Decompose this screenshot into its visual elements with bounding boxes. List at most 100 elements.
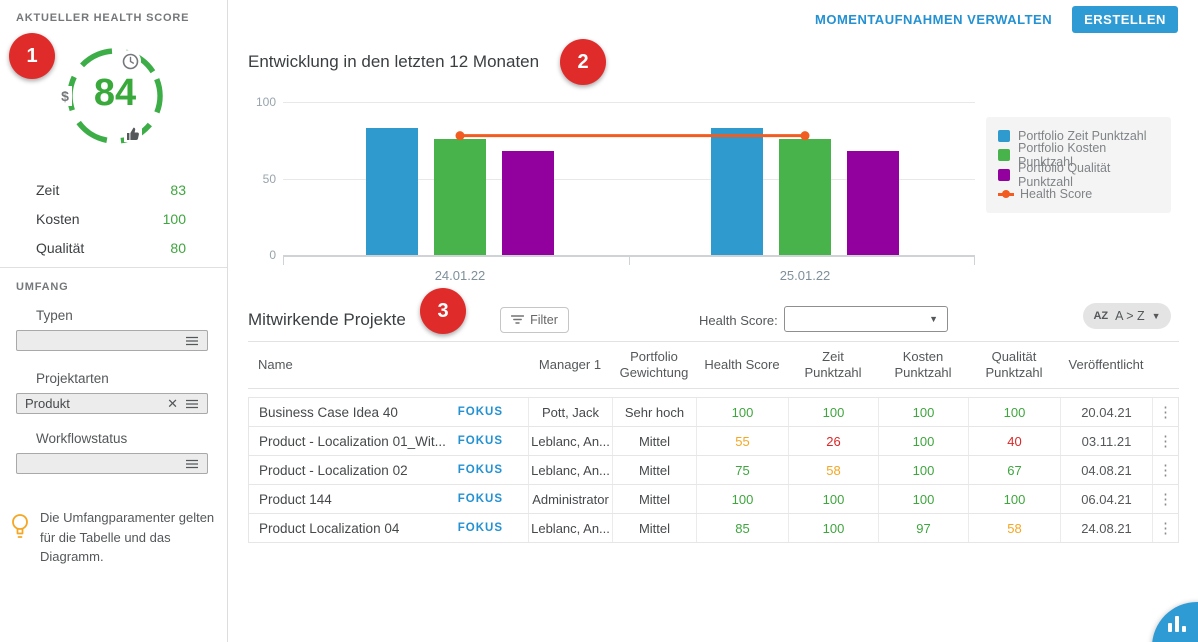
table-row[interactable]: Product 144 FOKUS Administrator Mittel 100 10…	[249, 485, 1178, 514]
weighting-cell: Mittel	[612, 456, 696, 484]
bar-portfolio-zeit-punktzahl	[366, 128, 418, 255]
sort-control[interactable]: AZ A > Z ▼	[1083, 303, 1171, 329]
bar-portfolio-qualit-t-punktzahl	[502, 150, 554, 255]
column-header[interactable]: Portfolio Gewichtung	[619, 349, 689, 380]
zeit-score-cell: 100	[788, 514, 878, 542]
chart-fab-button[interactable]	[1152, 602, 1198, 642]
weighting-cell: Mittel	[612, 514, 696, 542]
health-score-cell: 85	[696, 514, 788, 542]
legend-item-health-score: Health Score	[998, 185, 1159, 205]
table-row[interactable]: Business Case Idea 40 FOKUS Pott, Jack Sehr…	[249, 398, 1178, 427]
create-snapshot-button[interactable]: ERSTELLEN	[1072, 6, 1178, 33]
typen-input[interactable]	[16, 330, 208, 351]
table-row[interactable]: Product - Localization 02 FOKUS Leblanc, A…	[249, 456, 1178, 485]
zeit-score-cell: 100	[788, 485, 878, 513]
published-date-cell: 03.11.21	[1060, 427, 1152, 455]
manager-cell: Pott, Jack	[528, 398, 612, 426]
thumbs-up-icon	[124, 126, 142, 142]
qualitaet-score-cell: 58	[968, 514, 1060, 542]
weighting-cell: Sehr hoch	[612, 398, 696, 426]
sort-direction-label: A > Z	[1115, 309, 1145, 323]
column-header[interactable]: Kosten Punktzahl	[894, 349, 952, 380]
row-menu-kebab-icon[interactable]: ⋮	[1152, 485, 1178, 513]
metric-value: 100	[162, 210, 186, 227]
health-score-filter-label: Health Score:	[699, 313, 778, 328]
row-menu-kebab-icon[interactable]: ⋮	[1152, 456, 1178, 484]
zeit-score-cell: 100	[788, 398, 878, 426]
legend-swatch-green	[998, 149, 1010, 162]
bar-chart-icon	[1168, 614, 1192, 632]
legend-item-kosten: Portfolio Kosten Punktzahl	[998, 141, 1159, 169]
x-axis	[283, 256, 975, 265]
manage-snapshots-link[interactable]: MOMENTAUFNAHMEN VERWALTEN	[815, 12, 1053, 27]
y-tick-label: 0	[269, 248, 276, 262]
column-header[interactable]: Qualität Punktzahl	[985, 349, 1043, 380]
filter-button[interactable]: Filter	[500, 307, 569, 333]
score-metrics: Zeit 83 Kosten 100 Qualität 80	[36, 175, 186, 262]
kosten-score-cell: 100	[878, 427, 968, 455]
qualitaet-score-cell: 100	[968, 485, 1060, 513]
filter-button-label: Filter	[530, 313, 558, 327]
gridline	[283, 102, 975, 103]
weighting-cell: Mittel	[612, 427, 696, 455]
project-name: Product - Localization 01_Wit...	[259, 433, 446, 449]
kosten-score-cell: 100	[878, 456, 968, 484]
projects-table: Business Case Idea 40 FOKUS Pott, Jack Sehr…	[248, 397, 1179, 543]
health-score-cell: 100	[696, 485, 788, 513]
column-header[interactable]: Manager 1	[538, 357, 602, 372]
qualitaet-score-cell: 40	[968, 427, 1060, 455]
table-row[interactable]: Product Localization 04 FOKUS Leblanc, An.…	[249, 514, 1178, 543]
bar-portfolio-qualit-t-punktzahl	[847, 150, 899, 255]
focus-link[interactable]: FOKUS	[457, 493, 503, 505]
clear-icon[interactable]: ✕	[167, 395, 178, 411]
manager-cell: Administrator	[528, 485, 612, 513]
focus-link[interactable]: FOKUS	[457, 406, 503, 418]
bar-portfolio-kosten-punktzahl	[434, 138, 486, 255]
list-select-icon	[186, 459, 198, 468]
row-menu-kebab-icon[interactable]: ⋮	[1152, 427, 1178, 455]
workflowstatus-input[interactable]	[16, 453, 208, 474]
focus-link[interactable]: FOKUS	[457, 435, 503, 447]
focus-link[interactable]: FOKUS	[457, 464, 503, 476]
legend-label: Portfolio Kosten Punktzahl	[1018, 141, 1107, 170]
qualitaet-score-cell: 100	[968, 398, 1060, 426]
column-header[interactable]: Zeit Punktzahl	[804, 349, 862, 380]
kosten-score-cell: 97	[878, 514, 968, 542]
health-score-dropdown[interactable]: ▼	[784, 306, 948, 332]
published-date-cell: 20.04.21	[1060, 398, 1152, 426]
row-menu-kebab-icon[interactable]: ⋮	[1152, 398, 1178, 426]
metric-label: Qualität	[36, 239, 85, 256]
zeit-score-cell: 58	[788, 456, 878, 484]
filter-group-workflowstatus: Workflowstatus	[16, 431, 208, 474]
health-score-cell: 55	[696, 427, 788, 455]
filter-label: Workflowstatus	[36, 431, 128, 446]
zeit-score-cell: 26	[788, 427, 878, 455]
filter-value: Produkt	[25, 396, 70, 411]
legend-item-zeit: Portfolio Zeit Punktzahl	[998, 126, 1159, 146]
row-menu-kebab-icon[interactable]: ⋮	[1152, 514, 1178, 542]
chevron-down-icon: ▼	[1151, 311, 1161, 321]
kosten-score-cell: 100	[878, 398, 968, 426]
lightbulb-icon	[10, 513, 30, 545]
legend-item-qualitaet: Portfolio Qualität Punktzahl	[998, 161, 1159, 189]
gridline	[283, 255, 975, 256]
gridline	[283, 178, 975, 180]
table-row[interactable]: Product - Localization 01_Wit... FOKUS Leb…	[249, 427, 1178, 456]
focus-link[interactable]: FOKUS	[457, 522, 503, 534]
filter-icon	[511, 315, 525, 324]
legend-swatch-blue	[998, 129, 1010, 142]
project-name: Product - Localization 02	[259, 462, 408, 478]
published-date-cell: 24.08.21	[1060, 514, 1152, 542]
health-score-section-title: AKTUELLER HEALTH SCORE	[16, 12, 190, 24]
scope-note-text: Die Umfangparamenter gelten für die Tabel…	[40, 510, 215, 564]
project-name: Business Case Idea 40	[259, 404, 398, 420]
table-header: Name Manager 1 Portfolio Gewichtung Health S…	[248, 341, 1179, 389]
column-header[interactable]: Health Score	[704, 357, 780, 372]
filter-label: Typen	[36, 308, 73, 323]
table-title: Mitwirkende Projekte	[248, 310, 406, 329]
column-header[interactable]: Veröffentlicht	[1068, 357, 1144, 372]
project-name: Product 144	[259, 491, 332, 507]
projektarten-input[interactable]: Produkt ✕	[16, 393, 208, 414]
column-header[interactable]: Name	[258, 357, 293, 372]
